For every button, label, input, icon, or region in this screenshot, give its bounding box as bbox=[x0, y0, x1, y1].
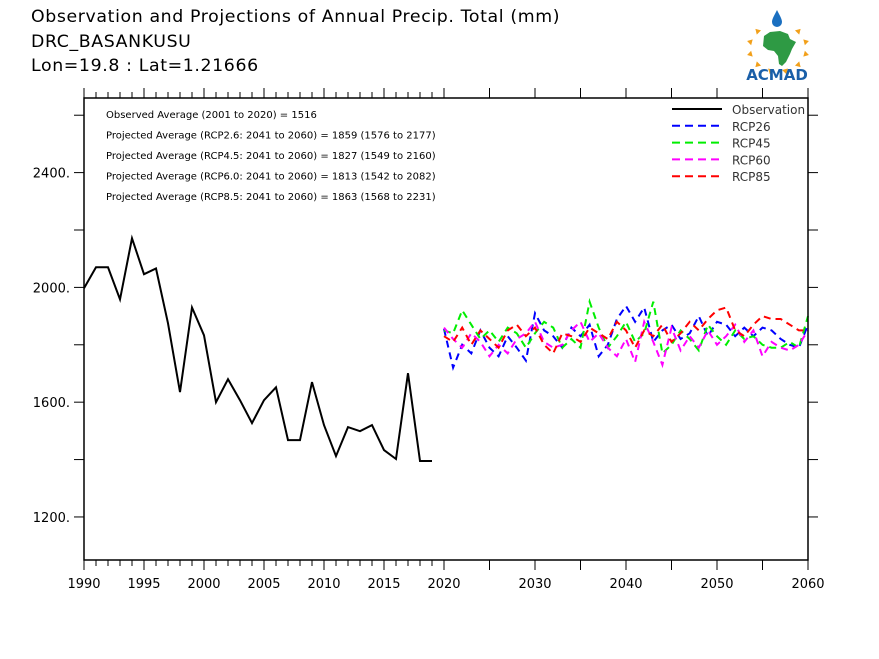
series-line bbox=[83, 234, 432, 462]
legend-label: Observation bbox=[732, 103, 805, 117]
sun-ray-icon bbox=[747, 39, 753, 46]
sun-ray-icon bbox=[794, 61, 801, 68]
sun-ray-icon bbox=[803, 39, 809, 46]
series-layer bbox=[83, 234, 809, 462]
chart-title: Observation and Projections of Annual Pr… bbox=[31, 7, 561, 27]
legend-label: RCP45 bbox=[732, 137, 771, 151]
x-tick-label: 2015 bbox=[367, 577, 400, 592]
africa-continent-icon bbox=[763, 31, 796, 66]
legend: Observation RCP26 RCP45 RCP60 RCP85 bbox=[672, 103, 805, 184]
station-name: DRC_BASANKUSU bbox=[31, 32, 192, 52]
logo-text: ACMAD bbox=[746, 66, 808, 82]
series-observation bbox=[83, 234, 432, 462]
series-line bbox=[443, 306, 808, 356]
annotation-text: Projected Average (RCP4.5: 2041 to 2060)… bbox=[106, 151, 436, 162]
x-tick-label: 1990 bbox=[67, 577, 100, 592]
series-line bbox=[443, 318, 809, 369]
sun-ray-icon bbox=[755, 61, 762, 68]
y-tick-label: 2400. bbox=[33, 167, 70, 182]
sun-rays-icon bbox=[747, 28, 809, 75]
series-rcp85 bbox=[443, 306, 808, 356]
legend-label: RCP26 bbox=[732, 120, 771, 134]
annotations: Observed Average (2001 to 2020) = 1516 Pr… bbox=[106, 110, 436, 203]
x-tick-label: 2010 bbox=[307, 577, 340, 592]
series-rcp26 bbox=[443, 304, 809, 372]
legend-label: RCP85 bbox=[732, 170, 771, 184]
x-tick-label: 2050 bbox=[700, 577, 733, 592]
series-rcp60 bbox=[443, 318, 809, 369]
y-tick-label: 1200. bbox=[33, 511, 70, 526]
y-tick-label: 1600. bbox=[33, 396, 70, 411]
sun-ray-icon bbox=[747, 50, 753, 57]
x-tick-label: 2030 bbox=[518, 577, 551, 592]
sun-ray-icon bbox=[768, 68, 774, 75]
sun-ray-icon bbox=[803, 50, 809, 57]
sun-ray-icon bbox=[794, 28, 801, 35]
x-tick-label: 2040 bbox=[609, 577, 642, 592]
x-tick-label: 1995 bbox=[127, 577, 160, 592]
x-tick-label: 2020 bbox=[427, 577, 460, 592]
water-drop-icon bbox=[772, 10, 782, 27]
axes: 1200. 1600. 2000. 2400. 1990 1995 2000 2005 2010… bbox=[33, 88, 825, 592]
sun-ray-icon bbox=[755, 28, 762, 35]
station-coordinates: Lon=19.8 : Lat=1.21666 bbox=[31, 56, 259, 76]
annotation-text: Observed Average (2001 to 2020) = 1516 bbox=[106, 110, 317, 121]
plot-frame bbox=[83, 97, 809, 561]
annotation-text: Projected Average (RCP6.0: 2041 to 2060)… bbox=[106, 172, 436, 183]
series-line bbox=[443, 304, 809, 372]
y-tick-label: 2000. bbox=[33, 281, 70, 296]
legend-label: RCP60 bbox=[732, 153, 771, 167]
x-tick-label: 2000 bbox=[187, 577, 220, 592]
annotation-text: Projected Average (RCP2.6: 2041 to 2060)… bbox=[106, 131, 436, 142]
acmad-logo: ACMAD bbox=[746, 10, 809, 82]
x-tick-label: 2005 bbox=[247, 577, 280, 592]
annotation-text: Projected Average (RCP8.5: 2041 to 2060)… bbox=[106, 192, 436, 203]
x-tick-label: 2060 bbox=[791, 577, 824, 592]
sun-ray-icon bbox=[782, 68, 788, 75]
